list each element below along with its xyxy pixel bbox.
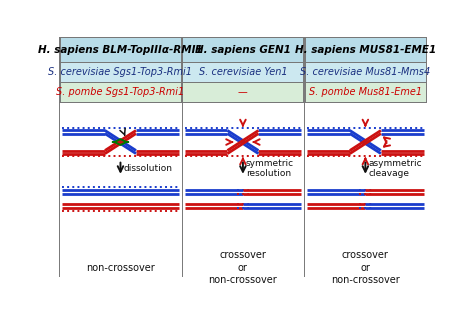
Bar: [182, 62, 303, 82]
Text: S. pombe Sgs1-Top3-Rmi1: S. pombe Sgs1-Top3-Rmi1: [56, 87, 184, 97]
Text: crossover
or
non-crossover: crossover or non-crossover: [331, 250, 400, 285]
Text: dissolution: dissolution: [124, 164, 173, 173]
Text: non-crossover: non-crossover: [86, 262, 155, 272]
Text: S. pombe Mus81-Eme1: S. pombe Mus81-Eme1: [309, 87, 422, 97]
Bar: [305, 37, 426, 62]
Bar: [59, 102, 427, 277]
Text: S. cerevisiae Mus81-Mms4: S. cerevisiae Mus81-Mms4: [300, 67, 430, 77]
Text: crossover
or
non-crossover: crossover or non-crossover: [209, 250, 277, 285]
Bar: [60, 82, 181, 102]
Text: symmetric
resolution: symmetric resolution: [246, 159, 294, 178]
Text: H. sapiens GEN1: H. sapiens GEN1: [195, 45, 291, 55]
Text: S. cerevisiae Sgs1-Top3-Rmi1: S. cerevisiae Sgs1-Top3-Rmi1: [48, 67, 192, 77]
Bar: [182, 82, 303, 102]
Text: H. sapiens MUS81-EME1: H. sapiens MUS81-EME1: [295, 45, 436, 55]
Text: asymmetric
cleavage: asymmetric cleavage: [368, 159, 422, 178]
Bar: [60, 62, 181, 82]
Text: —: —: [238, 87, 248, 97]
Bar: [60, 37, 181, 62]
Text: S. cerevisiae Yen1: S. cerevisiae Yen1: [199, 67, 287, 77]
Bar: [182, 37, 303, 62]
Text: H. sapiens BLM-TopIIIα-RMI1: H. sapiens BLM-TopIIIα-RMI1: [38, 45, 203, 55]
Bar: [305, 82, 426, 102]
Bar: [305, 62, 426, 82]
